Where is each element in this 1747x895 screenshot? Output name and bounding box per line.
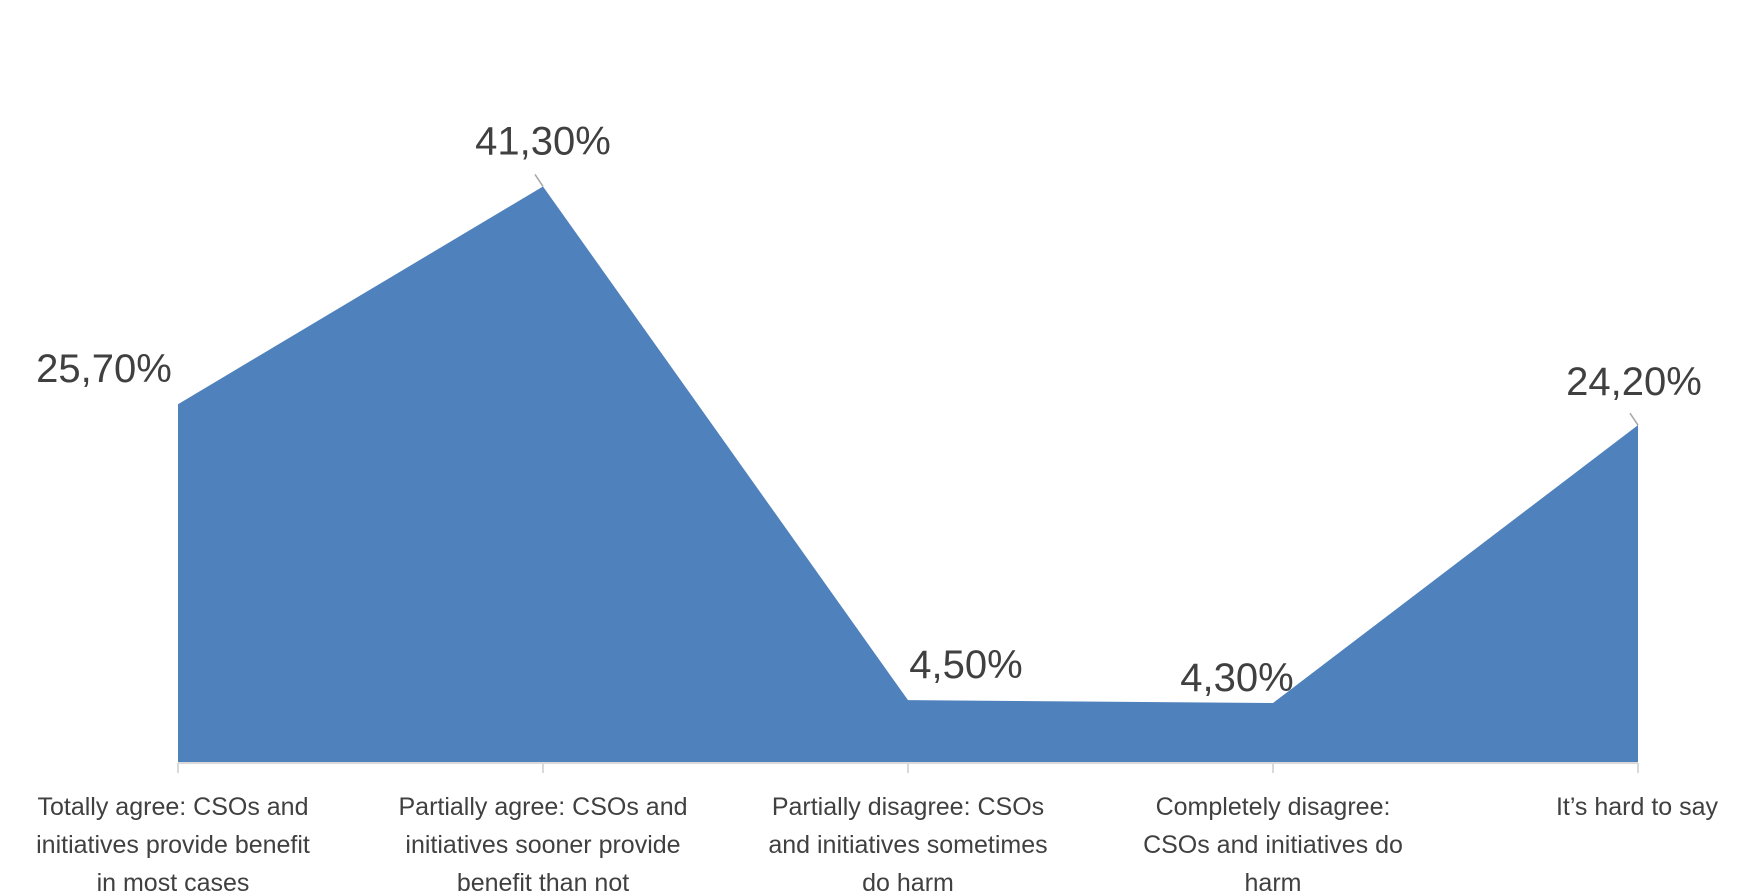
category-label-line: harm xyxy=(1245,869,1302,895)
data-label-1: 25,70% xyxy=(36,347,172,391)
category-label-3: Partially disagree: CSOs and initiatives … xyxy=(768,793,1047,895)
data-label-4: 4,30% xyxy=(1180,656,1293,700)
category-label-line: initiatives provide benefit xyxy=(36,831,310,859)
category-label-4: Completely disagree: CSOs and initiatives… xyxy=(1143,793,1403,895)
category-label-5: It’s hard to say xyxy=(1556,793,1719,821)
category-label-line: It’s hard to say xyxy=(1556,793,1719,821)
category-label-line: and initiatives sometimes xyxy=(768,831,1047,859)
data-label-3: 4,50% xyxy=(909,643,1022,687)
leader-line-2 xyxy=(534,174,544,187)
area-series xyxy=(178,186,1638,763)
category-label-line: Partially disagree: CSOs xyxy=(772,793,1044,821)
x-axis xyxy=(177,762,1639,773)
leader-line-5 xyxy=(1629,412,1639,426)
category-label-line: Totally agree: CSOs and xyxy=(38,793,309,821)
category-label-line: do harm xyxy=(862,869,954,895)
category-label-line: Partially agree: CSOs and xyxy=(398,793,687,821)
category-label-line: in most cases xyxy=(97,869,250,895)
plot-area xyxy=(178,186,1638,763)
category-label-line: benefit than not xyxy=(457,869,629,895)
category-label-2: Partially agree: CSOs and initiatives soo… xyxy=(398,793,687,895)
data-label-5: 24,20% xyxy=(1566,360,1702,404)
category-label-line: Completely disagree: xyxy=(1156,793,1391,821)
category-label-1: Totally agree: CSOs and initiatives provi… xyxy=(36,793,310,895)
category-labels: Totally agree: CSOs and initiatives provi… xyxy=(36,793,1718,895)
data-label-2: 41,30% xyxy=(475,119,611,163)
category-label-line: initiatives sooner provide xyxy=(405,831,680,859)
category-label-line: CSOs and initiatives do xyxy=(1143,831,1403,859)
data-labels: 25,70% 41,30% 4,50% 4,30% 24,20% xyxy=(36,119,1702,700)
